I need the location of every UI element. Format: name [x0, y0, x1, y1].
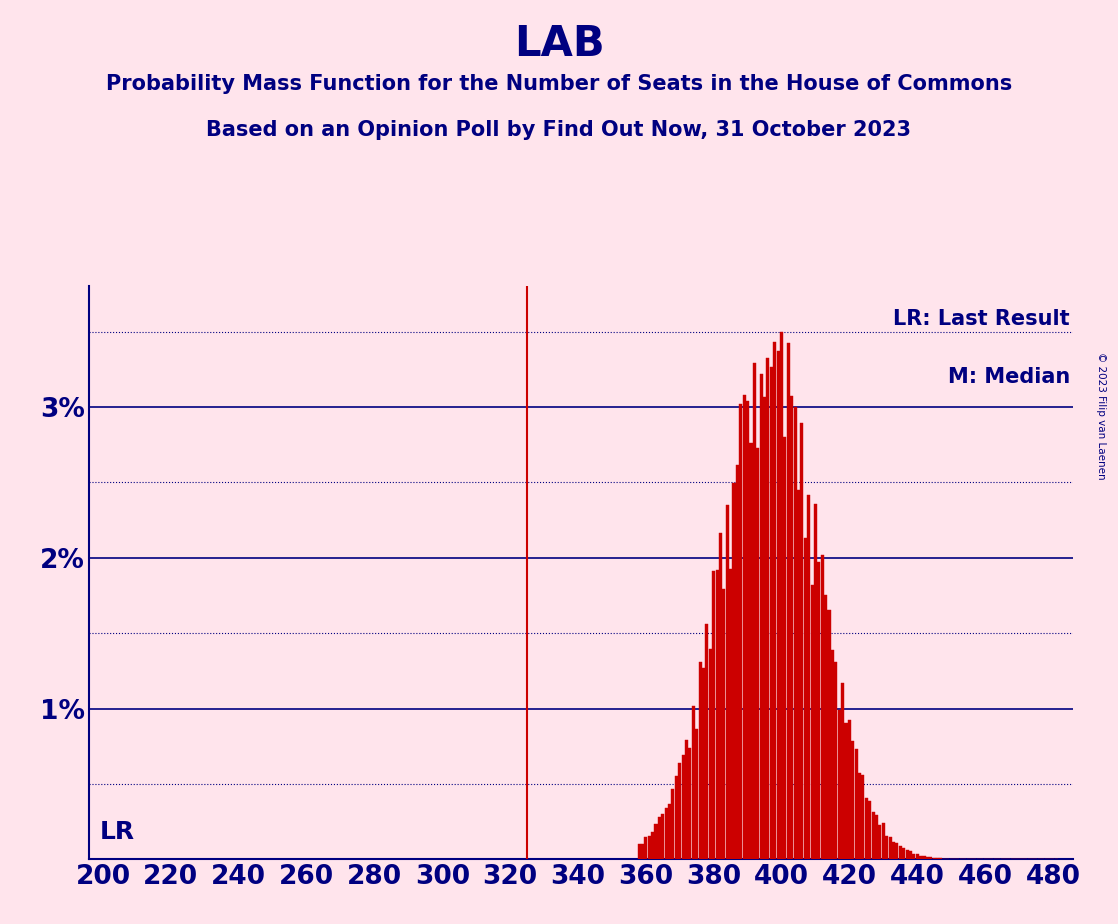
Bar [709, 649, 712, 859]
Bar [719, 533, 722, 859]
Bar [790, 395, 794, 859]
Bar [827, 610, 831, 859]
Bar [752, 363, 756, 859]
Bar [654, 824, 657, 859]
Bar [647, 836, 651, 859]
Bar [879, 824, 881, 859]
Bar [780, 332, 783, 859]
Bar [661, 814, 664, 859]
Bar [885, 835, 888, 859]
Bar [932, 857, 936, 859]
Bar [896, 843, 899, 859]
Bar [902, 847, 906, 859]
Bar [759, 374, 762, 859]
Bar [784, 437, 786, 859]
Bar [770, 367, 773, 859]
Bar [695, 729, 699, 859]
Bar [912, 854, 916, 859]
Bar [705, 624, 709, 859]
Bar [699, 663, 702, 859]
Bar [800, 422, 804, 859]
Bar [858, 772, 861, 859]
Bar [811, 585, 814, 859]
Bar [831, 650, 834, 859]
Bar [644, 837, 647, 859]
Bar [869, 801, 871, 859]
Bar [851, 741, 854, 859]
Bar [732, 483, 736, 859]
Bar [749, 443, 752, 859]
Bar [756, 448, 759, 859]
Bar [929, 857, 932, 859]
Bar [736, 465, 739, 859]
Text: LR: Last Result: LR: Last Result [893, 310, 1070, 329]
Bar [817, 563, 821, 859]
Text: Probability Mass Function for the Number of Seats in the House of Commons: Probability Mass Function for the Number… [106, 74, 1012, 94]
Bar [702, 668, 705, 859]
Text: Based on an Opinion Poll by Find Out Now, 31 October 2023: Based on an Opinion Poll by Find Out Now… [207, 120, 911, 140]
Bar [797, 490, 800, 859]
Bar [861, 775, 864, 859]
Bar [637, 845, 641, 859]
Bar [679, 763, 681, 859]
Bar [824, 595, 827, 859]
Bar [657, 818, 661, 859]
Bar [675, 776, 678, 859]
Text: LR: LR [100, 821, 135, 845]
Bar [922, 857, 926, 859]
Bar [746, 401, 749, 859]
Bar [762, 397, 766, 859]
Bar [729, 569, 732, 859]
Text: LAB: LAB [513, 23, 605, 65]
Bar [669, 804, 671, 859]
Bar [909, 851, 912, 859]
Text: © 2023 Filip van Laenen: © 2023 Filip van Laenen [1097, 352, 1106, 480]
Bar [692, 706, 695, 859]
Bar [712, 571, 716, 859]
Bar [899, 846, 902, 859]
Bar [739, 404, 742, 859]
Bar [726, 505, 729, 859]
Bar [641, 845, 644, 859]
Bar [882, 823, 884, 859]
Bar [889, 837, 892, 859]
Bar [916, 854, 919, 859]
Bar [804, 539, 807, 859]
Bar [865, 798, 868, 859]
Bar [774, 342, 776, 859]
Bar [936, 858, 939, 859]
Bar [926, 857, 929, 859]
Bar [682, 755, 684, 859]
Bar [787, 343, 789, 859]
Bar [722, 589, 726, 859]
Bar [837, 710, 841, 859]
Bar [834, 662, 837, 859]
Bar [767, 358, 769, 859]
Bar [794, 407, 797, 859]
Bar [742, 395, 746, 859]
Bar [847, 720, 851, 859]
Bar [651, 833, 654, 859]
Bar [875, 815, 878, 859]
Text: M: Median: M: Median [948, 367, 1070, 386]
Bar [685, 739, 688, 859]
Bar [821, 554, 824, 859]
Bar [841, 683, 844, 859]
Bar [814, 505, 817, 859]
Bar [664, 808, 667, 859]
Bar [892, 843, 896, 859]
Bar [844, 723, 847, 859]
Bar [777, 350, 779, 859]
Bar [854, 748, 858, 859]
Bar [672, 788, 674, 859]
Bar [919, 856, 922, 859]
Bar [807, 494, 811, 859]
Bar [872, 811, 874, 859]
Bar [716, 570, 719, 859]
Bar [906, 850, 909, 859]
Bar [689, 748, 691, 859]
